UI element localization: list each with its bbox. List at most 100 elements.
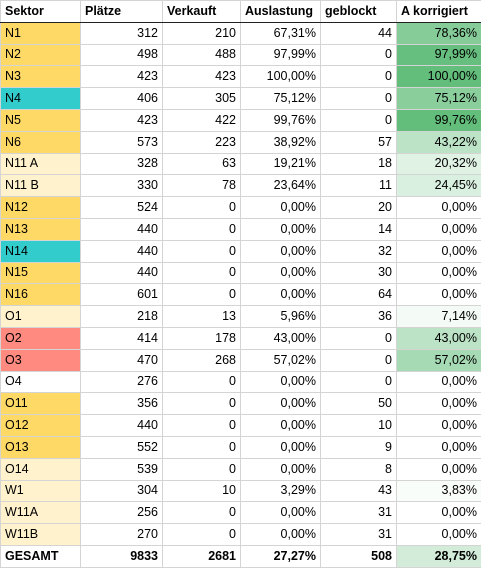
cell-verkauft[interactable]: 0 (163, 262, 241, 284)
cell-plaetze[interactable]: 423 (81, 66, 163, 88)
cell-geblockt[interactable]: 11 (321, 175, 397, 197)
cell-plaetze[interactable]: 276 (81, 371, 163, 393)
cell-verkauft[interactable]: 0 (163, 393, 241, 415)
cell-geblockt[interactable]: 30 (321, 262, 397, 284)
cell-a-korrigiert[interactable]: 78,36% (397, 22, 481, 44)
cell-verkauft[interactable]: 2681 (163, 545, 241, 567)
cell-auslastung[interactable]: 67,31% (241, 22, 321, 44)
cell-auslastung[interactable]: 23,64% (241, 175, 321, 197)
cell-auslastung[interactable]: 0,00% (241, 415, 321, 437)
cell-plaetze[interactable]: 218 (81, 306, 163, 328)
cell-a-korrigiert[interactable]: 0,00% (397, 371, 481, 393)
cell-auslastung[interactable]: 27,27% (241, 545, 321, 567)
cell-geblockt[interactable]: 18 (321, 153, 397, 175)
cell-verkauft[interactable]: 0 (163, 502, 241, 524)
cell-plaetze[interactable]: 601 (81, 284, 163, 306)
cell-a-korrigiert[interactable]: 97,99% (397, 44, 481, 66)
cell-a-korrigiert[interactable]: 0,00% (397, 393, 481, 415)
cell-a-korrigiert[interactable]: 0,00% (397, 502, 481, 524)
cell-plaetze[interactable]: 406 (81, 88, 163, 110)
header-verkauft[interactable]: Verkauft (163, 1, 241, 23)
cell-verkauft[interactable]: 0 (163, 436, 241, 458)
cell-sektor[interactable]: N4 (1, 88, 81, 110)
cell-verkauft[interactable]: 422 (163, 109, 241, 131)
header-a-korrigiert[interactable]: A korrigiert (397, 1, 481, 23)
cell-geblockt[interactable]: 36 (321, 306, 397, 328)
cell-a-korrigiert[interactable]: 0,00% (397, 262, 481, 284)
cell-geblockt[interactable]: 0 (321, 349, 397, 371)
cell-auslastung[interactable]: 57,02% (241, 349, 321, 371)
cell-sektor[interactable]: GESAMT (1, 545, 81, 567)
cell-sektor[interactable]: N12 (1, 197, 81, 219)
cell-verkauft[interactable]: 210 (163, 22, 241, 44)
cell-a-korrigiert[interactable]: 0,00% (397, 218, 481, 240)
cell-verkauft[interactable]: 0 (163, 218, 241, 240)
cell-geblockt[interactable]: 20 (321, 197, 397, 219)
cell-auslastung[interactable]: 0,00% (241, 524, 321, 546)
cell-verkauft[interactable]: 78 (163, 175, 241, 197)
cell-geblockt[interactable]: 0 (321, 44, 397, 66)
cell-sektor[interactable]: N3 (1, 66, 81, 88)
cell-a-korrigiert[interactable]: 43,22% (397, 131, 481, 153)
cell-auslastung[interactable]: 99,76% (241, 109, 321, 131)
cell-a-korrigiert[interactable]: 0,00% (397, 197, 481, 219)
cell-sektor[interactable]: O11 (1, 393, 81, 415)
cell-a-korrigiert[interactable]: 43,00% (397, 327, 481, 349)
cell-sektor[interactable]: N1 (1, 22, 81, 44)
cell-sektor[interactable]: O13 (1, 436, 81, 458)
cell-geblockt[interactable]: 0 (321, 109, 397, 131)
cell-a-korrigiert[interactable]: 20,32% (397, 153, 481, 175)
cell-geblockt[interactable]: 43 (321, 480, 397, 502)
cell-plaetze[interactable]: 440 (81, 415, 163, 437)
cell-a-korrigiert[interactable]: 0,00% (397, 415, 481, 437)
cell-plaetze[interactable]: 470 (81, 349, 163, 371)
cell-verkauft[interactable]: 0 (163, 415, 241, 437)
cell-auslastung[interactable]: 0,00% (241, 393, 321, 415)
cell-sektor[interactable]: N2 (1, 44, 81, 66)
cell-a-korrigiert[interactable]: 0,00% (397, 436, 481, 458)
cell-a-korrigiert[interactable]: 100,00% (397, 66, 481, 88)
cell-plaetze[interactable]: 270 (81, 524, 163, 546)
cell-auslastung[interactable]: 0,00% (241, 458, 321, 480)
cell-a-korrigiert[interactable]: 3,83% (397, 480, 481, 502)
cell-auslastung[interactable]: 43,00% (241, 327, 321, 349)
cell-auslastung[interactable]: 0,00% (241, 197, 321, 219)
cell-geblockt[interactable]: 10 (321, 415, 397, 437)
cell-sektor[interactable]: O2 (1, 327, 81, 349)
cell-plaetze[interactable]: 330 (81, 175, 163, 197)
cell-auslastung[interactable]: 19,21% (241, 153, 321, 175)
cell-sektor[interactable]: N14 (1, 240, 81, 262)
cell-verkauft[interactable]: 223 (163, 131, 241, 153)
cell-a-korrigiert[interactable]: 7,14% (397, 306, 481, 328)
cell-verkauft[interactable]: 0 (163, 371, 241, 393)
cell-geblockt[interactable]: 32 (321, 240, 397, 262)
cell-a-korrigiert[interactable]: 57,02% (397, 349, 481, 371)
cell-verkauft[interactable]: 268 (163, 349, 241, 371)
cell-geblockt[interactable]: 0 (321, 371, 397, 393)
cell-plaetze[interactable]: 9833 (81, 545, 163, 567)
cell-sektor[interactable]: N6 (1, 131, 81, 153)
cell-plaetze[interactable]: 256 (81, 502, 163, 524)
cell-sektor[interactable]: N16 (1, 284, 81, 306)
cell-sektor[interactable]: O12 (1, 415, 81, 437)
cell-auslastung[interactable]: 0,00% (241, 218, 321, 240)
cell-auslastung[interactable]: 75,12% (241, 88, 321, 110)
cell-verkauft[interactable]: 0 (163, 197, 241, 219)
cell-geblockt[interactable]: 14 (321, 218, 397, 240)
cell-verkauft[interactable]: 423 (163, 66, 241, 88)
cell-geblockt[interactable]: 8 (321, 458, 397, 480)
cell-geblockt[interactable]: 44 (321, 22, 397, 44)
cell-a-korrigiert[interactable]: 75,12% (397, 88, 481, 110)
cell-plaetze[interactable]: 423 (81, 109, 163, 131)
cell-verkauft[interactable]: 305 (163, 88, 241, 110)
cell-plaetze[interactable]: 539 (81, 458, 163, 480)
cell-geblockt[interactable]: 50 (321, 393, 397, 415)
cell-auslastung[interactable]: 3,29% (241, 480, 321, 502)
cell-sektor[interactable]: N15 (1, 262, 81, 284)
cell-sektor[interactable]: O14 (1, 458, 81, 480)
cell-verkauft[interactable]: 0 (163, 524, 241, 546)
cell-a-korrigiert[interactable]: 99,76% (397, 109, 481, 131)
cell-sektor[interactable]: N11 B (1, 175, 81, 197)
cell-sektor[interactable]: O1 (1, 306, 81, 328)
header-auslastung[interactable]: Auslastung (241, 1, 321, 23)
